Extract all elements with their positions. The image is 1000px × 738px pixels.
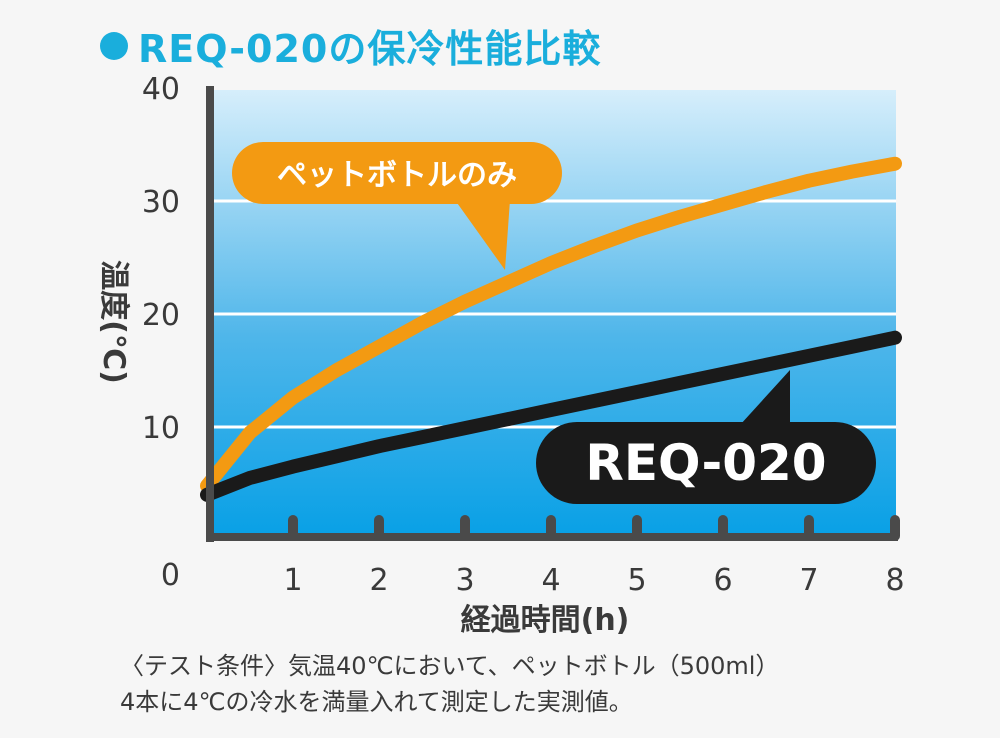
callout-label-pet-bottle: ペットボトルのみ [277,158,517,193]
x-tick-label: 4 [541,563,560,598]
x-tick-label: 1 [283,563,302,598]
callout-label-req-020: REQ-020 [585,434,826,492]
callout-bubble-req-020 [536,422,876,504]
series-lines [200,156,902,502]
y-tick-label: 10 [142,411,180,446]
y-tick-label: 40 [142,72,180,107]
series-line-req-020 [200,330,902,502]
title-bullet-icon [100,31,128,60]
x-tick-label: 6 [713,563,732,598]
test-condition-line-2: 4本に4℃の冷水を満量入れて測定した実測値。 [120,688,633,716]
x-tick-label: 7 [799,563,818,598]
axes [206,86,900,542]
chart-title: REQ-020の保冷性能比較 [100,18,601,73]
y-tick-label: 0 [161,558,180,593]
tick-labels: 1 2 3 4 5 6 7 8 0 10 20 30 40 経過時間(h) 温度(℃) [96,72,905,638]
test-condition-line-1: 〈テスト条件〉気温40℃において、ペットボトル（500ml） [120,652,780,680]
x-axis-label: 経過時間(h) [461,603,630,638]
y-tick-label: 30 [142,185,180,220]
y-tick-label: 20 [142,298,180,333]
x-tick-label: 2 [369,563,388,598]
x-tick-label: 8 [885,563,904,598]
x-tick-label: 3 [455,563,474,598]
callout-bubble-pet-bottle [232,142,562,204]
callout-pointer-req-020 [740,370,790,428]
y-axis-label: 温度(℃) [96,260,131,384]
x-tick-label: 5 [627,563,646,598]
series-line-pet-bottle [200,156,902,493]
callouts: ペットボトルのみ REQ-020 [232,142,876,504]
chart-title-text: REQ-020の保冷性能比較 [138,27,602,71]
callout-pointer-pet-bottle [455,200,510,270]
